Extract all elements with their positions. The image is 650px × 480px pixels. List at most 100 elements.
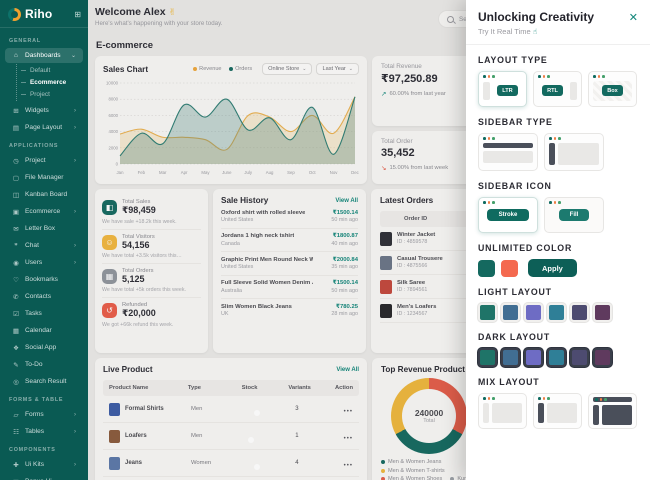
sidebar-item-project[interactable]: ◷ Project ›	[5, 153, 83, 169]
sidebar-subitem-label: Project	[30, 90, 50, 98]
history-time: 50 min ago	[331, 287, 358, 294]
sales-chart-filters: Online Store ⌄ Last Year ⌄	[258, 63, 359, 75]
sidebar-item-kanban-board[interactable]: ◫ Kanban Board	[5, 187, 83, 203]
light-layout-swatch-4[interactable]	[570, 303, 589, 322]
light-layout-swatch-1[interactable]	[501, 303, 520, 322]
filter-select-last-year[interactable]: Last Year ⌄	[316, 63, 359, 75]
donut-legend: Men & Women Jeans Men & Women T-shirts Men…	[381, 459, 635, 480]
sidebar-item-page-layout[interactable]: ▤ Page Layout ›	[5, 120, 83, 136]
trend-down-icon: ↘	[381, 165, 387, 172]
sidebar-item-chat[interactable]: ❞ Chat ›	[5, 238, 83, 254]
color-swatch-1[interactable]	[501, 259, 518, 277]
product-type: Women	[190, 460, 212, 466]
sidebar-collapse-icon[interactable]: ⊞	[74, 9, 81, 19]
layout-option-label: LTR	[497, 85, 518, 97]
sidebar-item-file-manager[interactable]: ▢ File Manager	[5, 170, 83, 186]
sidebar-item-letter-box[interactable]: ✉ Letter Box	[5, 221, 83, 237]
light-layout-swatch-3[interactable]	[547, 303, 566, 322]
sidebar-item-search-result[interactable]: ◎ Search Result	[5, 374, 83, 390]
sidebar-item-contacts[interactable]: ✆ Contacts	[5, 289, 83, 305]
window-dots-icon	[595, 398, 607, 401]
chevron-right-icon: ›	[74, 461, 76, 468]
sidebar-subitem-label: Ecommerce	[30, 78, 67, 86]
sidebar-item-label: Users	[25, 259, 43, 267]
svg-text:May: May	[201, 170, 210, 175]
sidebar-item-users[interactable]: ◉ Users ›	[5, 255, 83, 271]
sale-history-item[interactable]: Full Sleeve Solid Women Denim Jac...Aust…	[221, 276, 358, 299]
chevron-right-icon: ›	[74, 411, 76, 418]
sidebar-item-widgets[interactable]: ⊞ Widgets ›	[5, 103, 83, 119]
sale-history-item[interactable]: Graphic Print Men Round Neck Whi...Unite…	[221, 252, 358, 276]
product-variants: 3	[295, 406, 299, 412]
light-layout-swatch-5[interactable]	[593, 303, 612, 322]
legend-label: Revenue	[199, 66, 222, 72]
mix-layout-light[interactable]	[478, 393, 527, 429]
layout-option-label: RTL	[542, 85, 563, 97]
layout-option-ltr[interactable]: LTR	[478, 71, 527, 107]
svg-text:4000: 4000	[108, 129, 118, 134]
riho-logo-icon	[8, 7, 21, 21]
sidebar-icon-label: Fill	[559, 208, 589, 221]
sales-line-chart: 0 2000 4000 6000 8000 10000 Jan Feb Mar Apr May Jun…	[103, 75, 360, 182]
donut-legend-item: Men & Women Shoes	[381, 476, 442, 480]
dark-layout-swatch-2[interactable]	[524, 348, 543, 367]
sidebar-item-to-do[interactable]: ✎ To-Do	[5, 357, 83, 373]
forms-icon: ▱	[13, 411, 19, 419]
sale-history-view-all[interactable]: View All	[335, 197, 358, 204]
sidebar-item-social-app[interactable]: ❖ Social App	[5, 340, 83, 356]
ecommerce-icon: ▣	[12, 208, 20, 216]
sale-history-item[interactable]: Slim Women Black Jeans UK ₹780.25 28 min ag…	[221, 299, 358, 322]
svg-text:Nov: Nov	[330, 170, 338, 175]
stat-label: Total Sales	[122, 199, 151, 205]
sidebar-item-calendar[interactable]: ▦ Calendar	[5, 323, 83, 339]
row-actions-icon[interactable]: •••	[343, 409, 353, 415]
light-layout-swatch-2[interactable]	[524, 303, 543, 322]
sidebar-item-bookmarks[interactable]: ♡ Bookmarks	[5, 272, 83, 288]
dark-layout-swatch-4[interactable]	[570, 348, 589, 367]
close-icon[interactable]: ✕	[628, 12, 638, 24]
row-actions-icon[interactable]: •••	[343, 463, 353, 469]
layout-option-rtl[interactable]: RTL	[533, 71, 582, 107]
sidebar-item-tasks[interactable]: ☑ Tasks	[5, 306, 83, 322]
layout-option-box[interactable]: Box	[588, 71, 637, 107]
live-product-view-all[interactable]: View All	[336, 366, 359, 373]
product-thumbnail	[380, 231, 392, 246]
dark-layout-swatch-1[interactable]	[501, 348, 520, 367]
sale-history-item[interactable]: Jordans 1 high neck tshirt Canada ₹1800.87…	[221, 229, 358, 252]
mix-layout-dark[interactable]	[588, 393, 637, 429]
row-actions-icon[interactable]: •••	[343, 436, 353, 442]
light-layout-swatch-0[interactable]	[478, 303, 497, 322]
filter-select-online-store[interactable]: Online Store ⌄	[262, 63, 313, 75]
sidebar-item-ui-kits[interactable]: ✚ Ui Kits ›	[5, 457, 83, 473]
sidebar-item-forms[interactable]: ▱ Forms ›	[5, 407, 83, 423]
search-icon	[447, 15, 454, 23]
sidebar-item-ecommerce[interactable]: ▣ Ecommerce ›	[5, 204, 83, 220]
sidebar-item-label: Forms	[25, 411, 44, 419]
unlimited-color-section: UNLIMITED COLOR Apply	[478, 243, 638, 277]
sidebar-item-tables[interactable]: ☷ Tables ›	[5, 424, 83, 440]
tasks-icon: ☑	[13, 310, 19, 318]
sidebar-icon-fill[interactable]: Fill	[544, 197, 604, 233]
apply-color-button[interactable]: Apply	[528, 259, 577, 277]
color-swatch-0[interactable]	[478, 259, 495, 277]
window-dots-icon	[538, 397, 577, 400]
sidebar-subitem-default[interactable]: Default	[17, 64, 83, 76]
sale-history-item[interactable]: Oxford shirt with rolled sleeve United St…	[221, 205, 358, 229]
sidebar-type-horizontal[interactable]	[478, 133, 538, 171]
sidebar-item-label: Bookmarks	[25, 276, 58, 284]
sidebar-type-vertical[interactable]	[544, 133, 604, 171]
donut-legend-item: Kurtas	[450, 476, 473, 480]
sidebar-item-dashboards[interactable]: ⌂ Dashboards ⌄	[5, 48, 83, 63]
sidebar-icon-stroke[interactable]: Stroke	[478, 197, 538, 233]
history-product: Slim Women Black Jeans	[221, 303, 292, 310]
sidebar-item-bonus-ui[interactable]: ◨ Bonus Ui ›	[5, 474, 83, 480]
sidebar-subitem-ecommerce[interactable]: Ecommerce	[17, 76, 83, 88]
sidebar-subitem-project[interactable]: Project	[17, 88, 83, 100]
order-product: Silk Saree	[397, 280, 426, 286]
dark-layout-swatch-3[interactable]	[547, 348, 566, 367]
dark-layout-swatch-5[interactable]	[593, 348, 612, 367]
mix-layout-sidebar-dark[interactable]	[533, 393, 582, 429]
layout-type-section: LAYOUT TYPE LTR RTL Box	[478, 55, 638, 107]
dark-layout-swatch-0[interactable]	[478, 348, 497, 367]
users-icon: ◉	[13, 259, 19, 267]
